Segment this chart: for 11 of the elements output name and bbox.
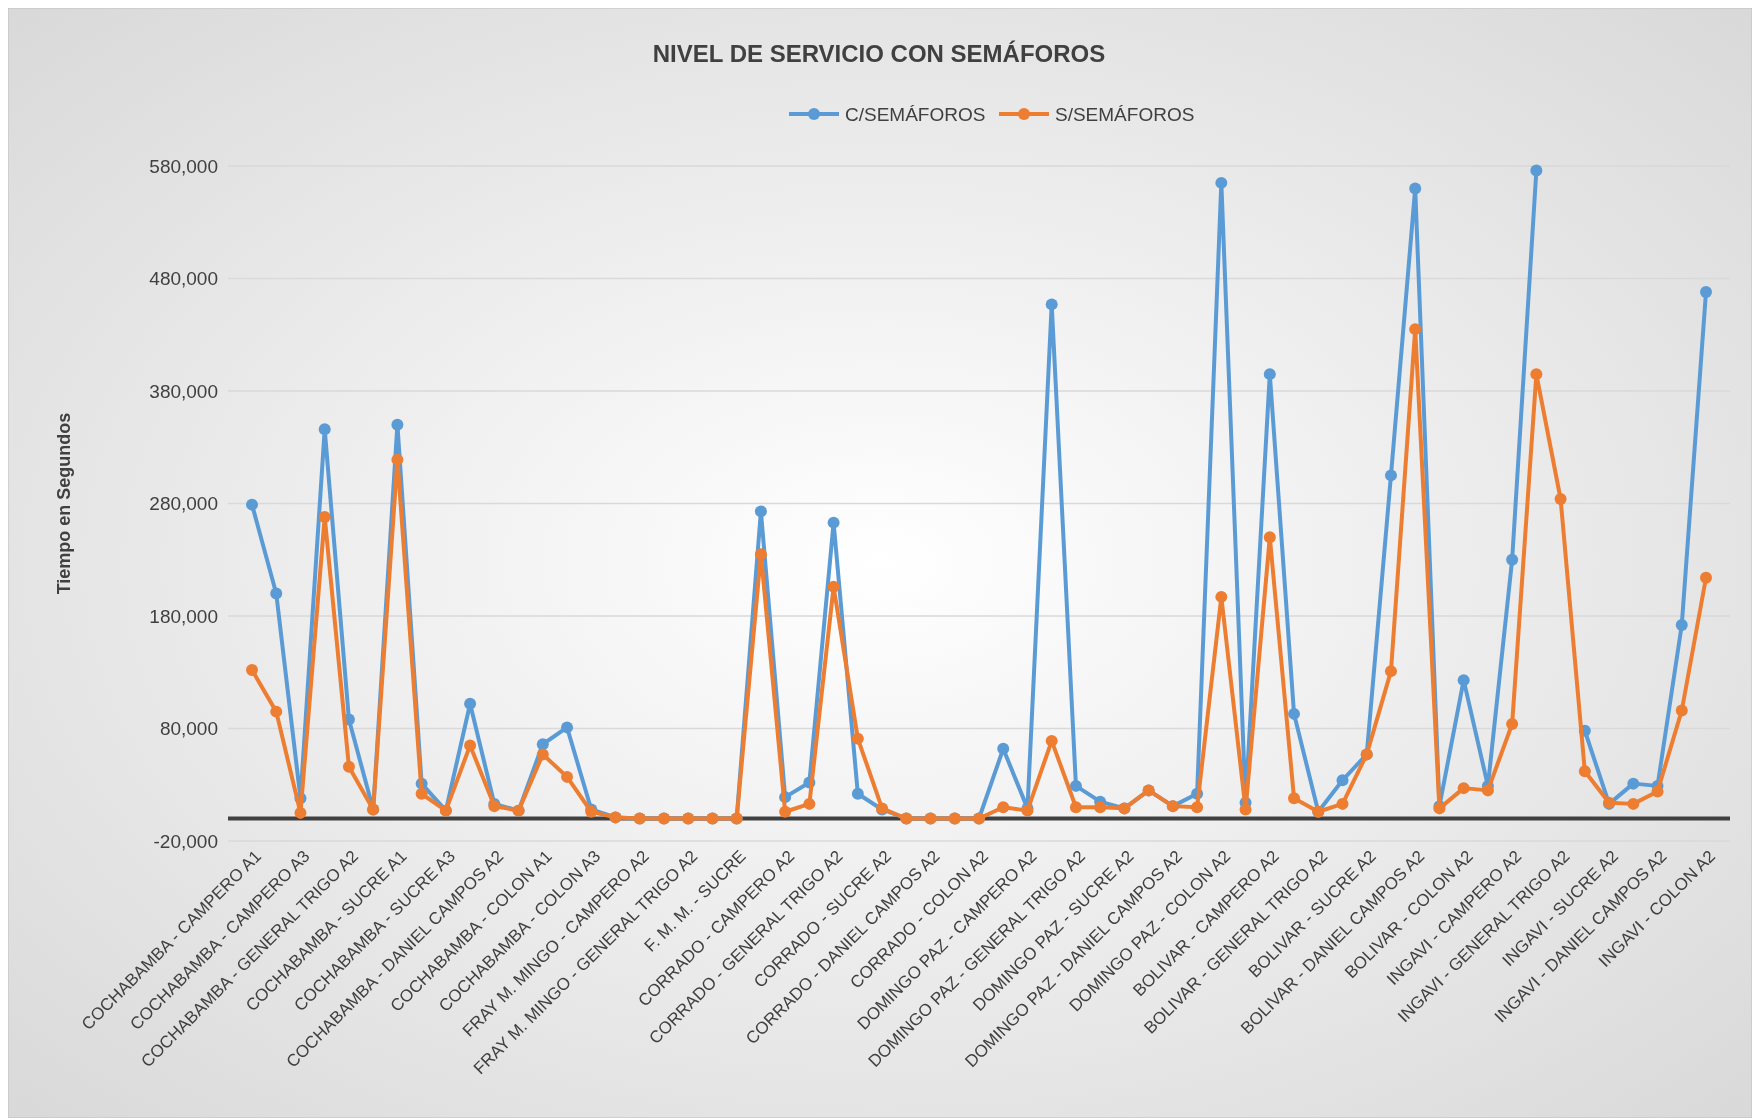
legend-label: C/SEMÁFOROS xyxy=(845,103,986,125)
y-tick-label: -20,000 xyxy=(153,830,218,852)
y-axis-title: Tiempo en Segundos xyxy=(54,412,74,595)
y-tick-label: 580,000 xyxy=(149,155,218,177)
y-tick-label: 80,000 xyxy=(159,718,218,740)
chart-title: NIVEL DE SERVICIO CON SEMÁFOROS xyxy=(652,40,1106,67)
y-tick-label: 380,000 xyxy=(149,380,218,402)
y-tick-label: 180,000 xyxy=(149,605,218,627)
y-tick-label: 480,000 xyxy=(149,268,218,290)
y-tick-label: 280,000 xyxy=(149,493,218,515)
legend-label: S/SEMÁFOROS xyxy=(1055,103,1195,125)
